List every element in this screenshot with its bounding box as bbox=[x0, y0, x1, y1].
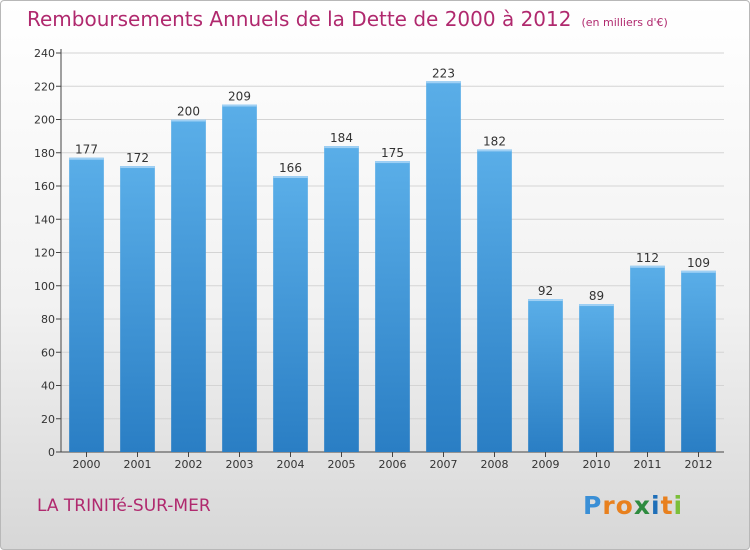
data-labels: 177 172 200 209 166 184 175 223 182 92 89 112 109 bbox=[75, 66, 710, 303]
logo-letter: o bbox=[615, 491, 634, 520]
y-tick-label: 240 bbox=[34, 47, 55, 60]
x-tick-label: 2011 bbox=[634, 458, 662, 471]
axes: 0 20 40 60 80 100 120 140 160 180 200 220 240 2000 200… bbox=[34, 47, 724, 471]
data-label: 112 bbox=[636, 251, 659, 265]
x-tick-label: 2002 bbox=[175, 458, 203, 471]
bar bbox=[69, 157, 104, 453]
data-label: 172 bbox=[126, 151, 149, 165]
x-tick-label: 2006 bbox=[379, 458, 407, 471]
data-label: 177 bbox=[75, 143, 98, 157]
chart-title: Remboursements Annuels de la Dette de 20… bbox=[27, 7, 668, 31]
logo-letter: r bbox=[602, 491, 616, 520]
bar-top-highlight bbox=[69, 157, 104, 160]
x-tick-label: 2010 bbox=[583, 458, 611, 471]
x-tick-label: 2005 bbox=[328, 458, 356, 471]
data-label: 92 bbox=[538, 284, 553, 298]
bar bbox=[120, 166, 155, 453]
x-tick-label: 2000 bbox=[73, 458, 101, 471]
y-tick-label: 180 bbox=[34, 147, 55, 160]
y-tick-label: 80 bbox=[41, 313, 55, 326]
y-tick-label: 0 bbox=[48, 446, 55, 459]
bar bbox=[171, 119, 206, 452]
y-tick-label: 220 bbox=[34, 80, 55, 93]
bar-top-highlight bbox=[477, 149, 512, 152]
y-tick-label: 60 bbox=[41, 346, 55, 359]
bar-top-highlight bbox=[528, 299, 563, 302]
y-tick-label: 40 bbox=[41, 380, 55, 393]
logo-letter: i bbox=[673, 491, 684, 520]
bar-top-highlight bbox=[630, 265, 665, 268]
location-label: LA TRINITé-SUR-MER bbox=[37, 496, 211, 516]
bar bbox=[579, 304, 614, 452]
logo-letter: t bbox=[660, 491, 674, 520]
bar-top-highlight bbox=[426, 81, 461, 84]
x-tick-label: 2007 bbox=[430, 458, 458, 471]
bar bbox=[528, 299, 563, 452]
x-tick-label: 2004 bbox=[277, 458, 305, 471]
bar bbox=[681, 270, 716, 452]
bar bbox=[375, 161, 410, 452]
data-label: 209 bbox=[228, 90, 251, 104]
bar-top-highlight bbox=[375, 161, 410, 164]
data-label: 184 bbox=[330, 131, 353, 145]
x-tick-label: 2001 bbox=[124, 458, 152, 471]
data-label: 109 bbox=[687, 256, 710, 270]
logo-letter: x bbox=[633, 491, 651, 520]
logo-letter: P bbox=[583, 491, 603, 520]
x-tick-label: 2003 bbox=[226, 458, 254, 471]
chart-title-text: Remboursements Annuels de la Dette de 20… bbox=[27, 7, 572, 31]
data-label: 182 bbox=[483, 134, 506, 148]
bar-top-highlight bbox=[273, 176, 308, 179]
bar-top-highlight bbox=[681, 270, 716, 273]
bar-top-highlight bbox=[171, 119, 206, 122]
bar bbox=[273, 176, 308, 452]
bar bbox=[222, 104, 257, 452]
bar-top-highlight bbox=[579, 304, 614, 307]
bar bbox=[630, 265, 665, 452]
data-label: 200 bbox=[177, 105, 200, 119]
bar bbox=[324, 146, 359, 452]
y-tick-label: 100 bbox=[34, 280, 55, 293]
logo-letter: i bbox=[651, 491, 661, 520]
y-tick-label: 120 bbox=[34, 247, 55, 260]
bar-top-highlight bbox=[324, 146, 359, 149]
y-tick-label: 160 bbox=[34, 180, 55, 193]
data-label: 175 bbox=[381, 146, 404, 160]
bar bbox=[477, 149, 512, 453]
x-tick-label: 2012 bbox=[685, 458, 713, 471]
bars bbox=[69, 81, 716, 453]
data-label: 166 bbox=[279, 161, 302, 175]
x-tick-label: 2008 bbox=[481, 458, 509, 471]
data-label: 223 bbox=[432, 66, 455, 80]
y-tick-label: 200 bbox=[34, 114, 55, 127]
chart-unit: (en milliers d'€) bbox=[581, 16, 668, 29]
y-tick-label: 20 bbox=[41, 413, 55, 426]
bar-top-highlight bbox=[120, 166, 155, 169]
proxiti-logo[interactable]: Proxiti bbox=[583, 491, 683, 520]
x-tick-label: 2009 bbox=[532, 458, 560, 471]
bar bbox=[426, 81, 461, 452]
bar-top-highlight bbox=[222, 104, 257, 107]
data-label: 89 bbox=[589, 289, 604, 303]
y-tick-label: 140 bbox=[34, 213, 55, 226]
